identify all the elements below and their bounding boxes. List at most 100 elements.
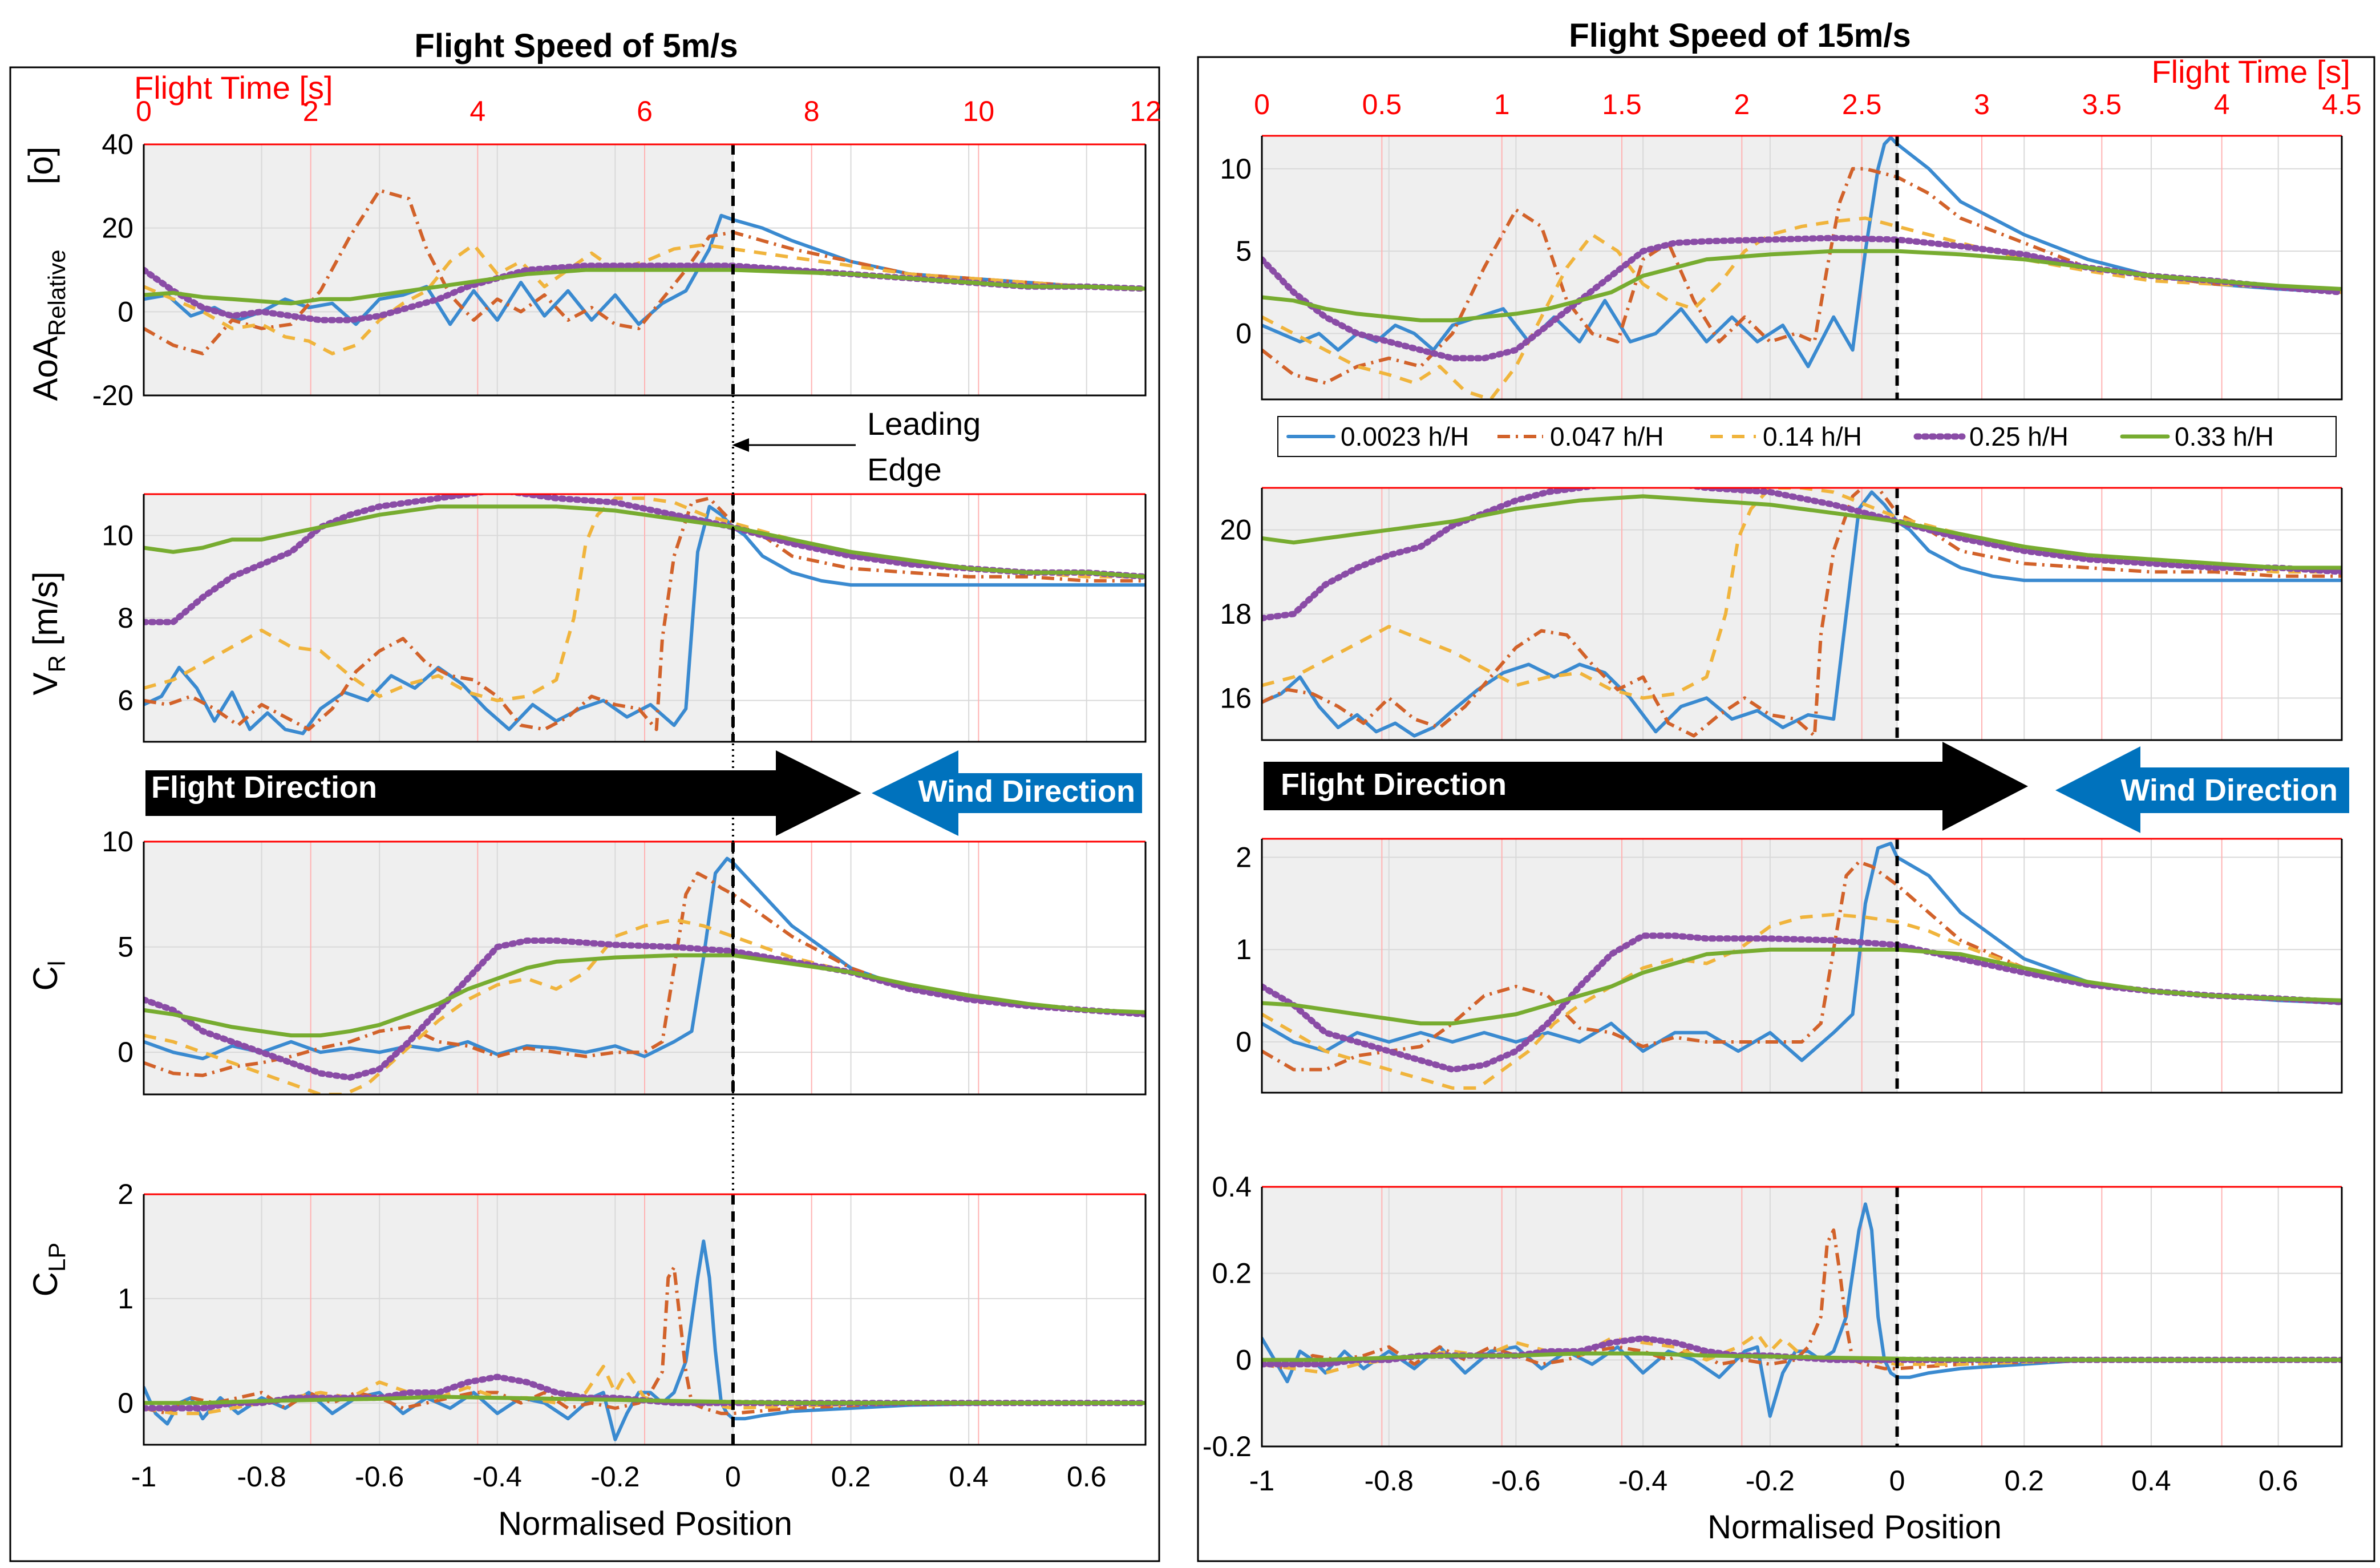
panel-0-1: 6 8 10: [102, 493, 1147, 743]
x-tick-label: -0.2: [590, 1461, 639, 1493]
time-tick-label: 0: [1254, 88, 1270, 120]
series-line-4: [1262, 249, 2342, 322]
y-tick-label: 5: [118, 931, 133, 963]
time-tick-label: 0.5: [1362, 88, 1402, 120]
x-tick-label: -0.8: [1365, 1465, 1414, 1497]
y-tick-label: 2: [1236, 841, 1252, 873]
y-tick-label: 20: [102, 212, 133, 244]
series-line-4: [1262, 1351, 2342, 1362]
x-tick-label: -0.4: [1618, 1465, 1667, 1497]
legend: 0.0023 h/H 0.047 h/H 0.14 h/H 0.25 h/H 0.33 …: [1277, 416, 2337, 457]
series-line-2: [144, 918, 1146, 1094]
x-tick-label: -0.6: [355, 1461, 404, 1493]
time-tick-label: 4.5: [2322, 88, 2362, 120]
pre-edge-shading: [1262, 839, 1897, 1093]
figure-5ms-xlabel: Normalised Position: [498, 1505, 792, 1542]
time-tick-label: 1.5: [1602, 88, 1642, 120]
x-tick-label: -0.8: [237, 1461, 286, 1493]
x-tick-label: 0.4: [2131, 1465, 2171, 1497]
flight-direction-arrow-15: [1264, 742, 2028, 831]
wind-direction-label: Wind Direction: [918, 774, 1135, 809]
series-line-3: [144, 494, 1146, 625]
time-tick-label: 6: [637, 95, 653, 127]
wind-direction-label-15: Wind Direction: [2120, 773, 2338, 807]
x-tick-label: -1: [131, 1461, 156, 1493]
pre-edge-shading: [1262, 136, 1897, 399]
panel-frame: [1261, 136, 2343, 401]
time-tick-label: 12: [1130, 95, 1161, 127]
y-tick-label: 0: [1236, 1344, 1252, 1376]
time-tick-label: 2: [1734, 88, 1750, 120]
y-tick-label: 0.2: [1212, 1258, 1252, 1290]
time-tick-label: 2: [303, 95, 319, 127]
legend-label-2: 0.14 h/H: [1763, 422, 1862, 451]
series-line-3: [1262, 932, 2342, 1073]
time-tick-label: 3.5: [2082, 88, 2122, 120]
flight-direction-arrow: [145, 750, 861, 836]
series-line-1: [144, 496, 1146, 732]
leading-edge-arrowhead: [732, 438, 749, 452]
series-line-0: [1262, 842, 2342, 1062]
y-tick-label: 6: [118, 685, 133, 717]
x-tick-label: -0.4: [473, 1461, 522, 1493]
series-line-0: [1262, 136, 2342, 369]
y-tick-label: 0: [118, 296, 133, 328]
panel-1-0: 0 5 10: [1220, 135, 2343, 401]
series-line-2: [144, 496, 1146, 702]
x-tick-label: 0: [1889, 1465, 1905, 1497]
panel-1-1: 16 18 20: [1220, 487, 2343, 741]
series-line-4: [1262, 947, 2342, 1026]
leading-edge-label-2: Edge: [867, 451, 942, 487]
time-tick-label: 10: [963, 95, 995, 127]
figure-5ms: Flight Speed of 5m/s -200204068100510012…: [9, 27, 1161, 1562]
panel-0-0: -20 0 20 40: [92, 128, 1147, 411]
ylabel-aoa-unit: [o]: [22, 147, 60, 185]
y-tick-label: 18: [1220, 598, 1252, 630]
panel-0-2: 0 5 10: [102, 826, 1147, 1096]
y-tick-label: 2: [118, 1178, 133, 1210]
legend-label-1: 0.047 h/H: [1550, 422, 1663, 451]
time-tick-label: 4: [2214, 88, 2230, 120]
figure-15ms: Flight Speed of 15m/s 0510161820012-0.20…: [1197, 17, 2375, 1562]
ylabel-vr: VR [m/s]: [26, 571, 70, 695]
y-tick-label: 8: [118, 602, 133, 634]
panel-1-3: -0.2 0 0.2 0.4: [1203, 1171, 2343, 1462]
figure-5ms-title: Flight Speed of 5m/s: [414, 27, 738, 64]
y-tick-label: 10: [102, 519, 133, 551]
x-tick-label: 0: [725, 1461, 741, 1493]
y-tick-label: 5: [1236, 235, 1252, 267]
x-tick-label: 0.6: [1067, 1461, 1107, 1493]
time-tick-label: 4: [469, 95, 485, 127]
series-line-3: [144, 937, 1146, 1081]
y-tick-label: 1: [1236, 933, 1252, 965]
series-line-4: [1262, 494, 2342, 570]
figure-15ms-title: Flight Speed of 15m/s: [1569, 17, 1911, 54]
panel-frame: [143, 1194, 1147, 1446]
y-tick-label: 0: [1236, 318, 1252, 350]
series-line-4: [144, 1395, 1146, 1405]
panel-1-2: 0 1 2: [1236, 838, 2343, 1094]
series-line-4: [144, 268, 1146, 306]
wind-direction-arrow-15: [2055, 746, 2349, 833]
y-tick-label: 0.4: [1212, 1171, 1252, 1203]
pre-edge-shading: [1262, 1187, 1897, 1446]
panel-frame: [143, 842, 1147, 1096]
time-tick-label: 1: [1494, 88, 1510, 120]
panel-frame: [1261, 1187, 2343, 1448]
time-tick-label: 0: [136, 95, 152, 127]
ylabel-clp: CLP: [26, 1243, 70, 1297]
wind-direction-arrow: [872, 750, 1142, 836]
x-tick-label: -0.2: [1746, 1465, 1795, 1497]
panel-0-3: 0 1 2: [118, 1178, 1147, 1446]
figure-15ms-frame: [1197, 56, 2375, 1562]
series-line-1: [144, 871, 1146, 1077]
y-tick-label: -20: [92, 379, 133, 411]
y-tick-label: 0: [118, 1387, 133, 1419]
series-line-2: [144, 243, 1146, 355]
legend-label-0: 0.0023 h/H: [1341, 422, 1469, 451]
y-tick-label: 1: [118, 1283, 133, 1315]
figure-5ms-frame: [9, 66, 1160, 1562]
ylabel-cl: Cl: [26, 961, 70, 991]
